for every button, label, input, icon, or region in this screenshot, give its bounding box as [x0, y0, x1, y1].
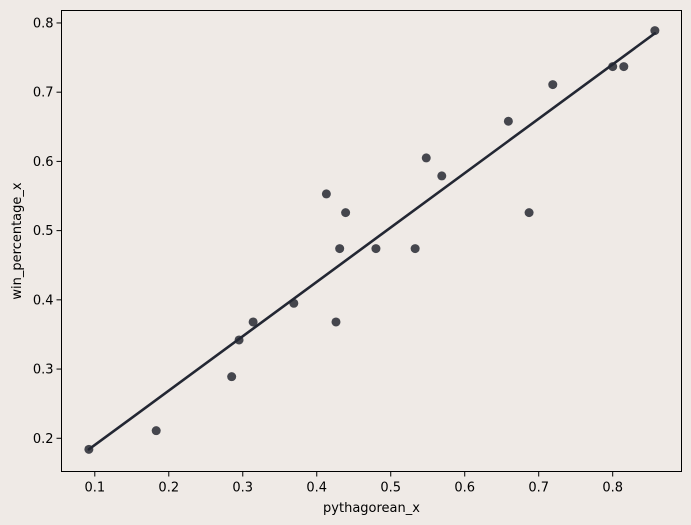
y-tick-label: 0.6	[33, 155, 54, 170]
data-point	[524, 208, 534, 218]
y-tick-label: 0.8	[33, 16, 54, 31]
regression-line	[87, 32, 657, 451]
data-point	[321, 189, 331, 199]
y-tick-label: 0.3	[33, 363, 54, 378]
data-point	[410, 244, 420, 254]
data-point	[619, 62, 629, 72]
y-tick-label: 0.7	[33, 86, 54, 101]
plot-area-frame	[61, 10, 682, 472]
data-point	[335, 244, 345, 254]
y-axis-ticks: 0.2 0.3 0.4 0.5 0.6 0.7 0.8	[33, 16, 62, 447]
data-points	[84, 26, 660, 454]
x-tick-label: 0.6	[454, 481, 475, 496]
data-point	[548, 80, 558, 90]
data-point	[248, 317, 258, 327]
x-axis-ticks: 0.1 0.2 0.3 0.4 0.5 0.6 0.7 0.8	[84, 471, 623, 496]
data-point	[437, 171, 447, 181]
data-point	[331, 317, 341, 327]
x-tick-label: 0.8	[602, 481, 623, 496]
y-tick-label: 0.2	[33, 432, 54, 447]
y-tick-label: 0.5	[33, 224, 54, 239]
y-axis-label: win_percentage_x	[10, 182, 25, 299]
data-point	[371, 244, 381, 254]
data-point	[341, 208, 351, 218]
x-tick-label: 0.7	[528, 481, 549, 496]
data-point	[608, 62, 618, 72]
x-tick-label: 0.5	[380, 481, 401, 496]
data-point	[421, 153, 431, 163]
data-point	[227, 372, 237, 382]
x-axis-label: pythagorean_x	[323, 501, 420, 516]
y-tick-label: 0.4	[33, 293, 54, 308]
data-point	[503, 116, 513, 126]
data-point	[151, 426, 161, 436]
x-tick-label: 0.3	[232, 481, 253, 496]
data-point	[650, 26, 660, 36]
x-tick-label: 0.4	[306, 481, 327, 496]
x-tick-label: 0.2	[158, 481, 179, 496]
x-tick-label: 0.1	[84, 481, 105, 496]
